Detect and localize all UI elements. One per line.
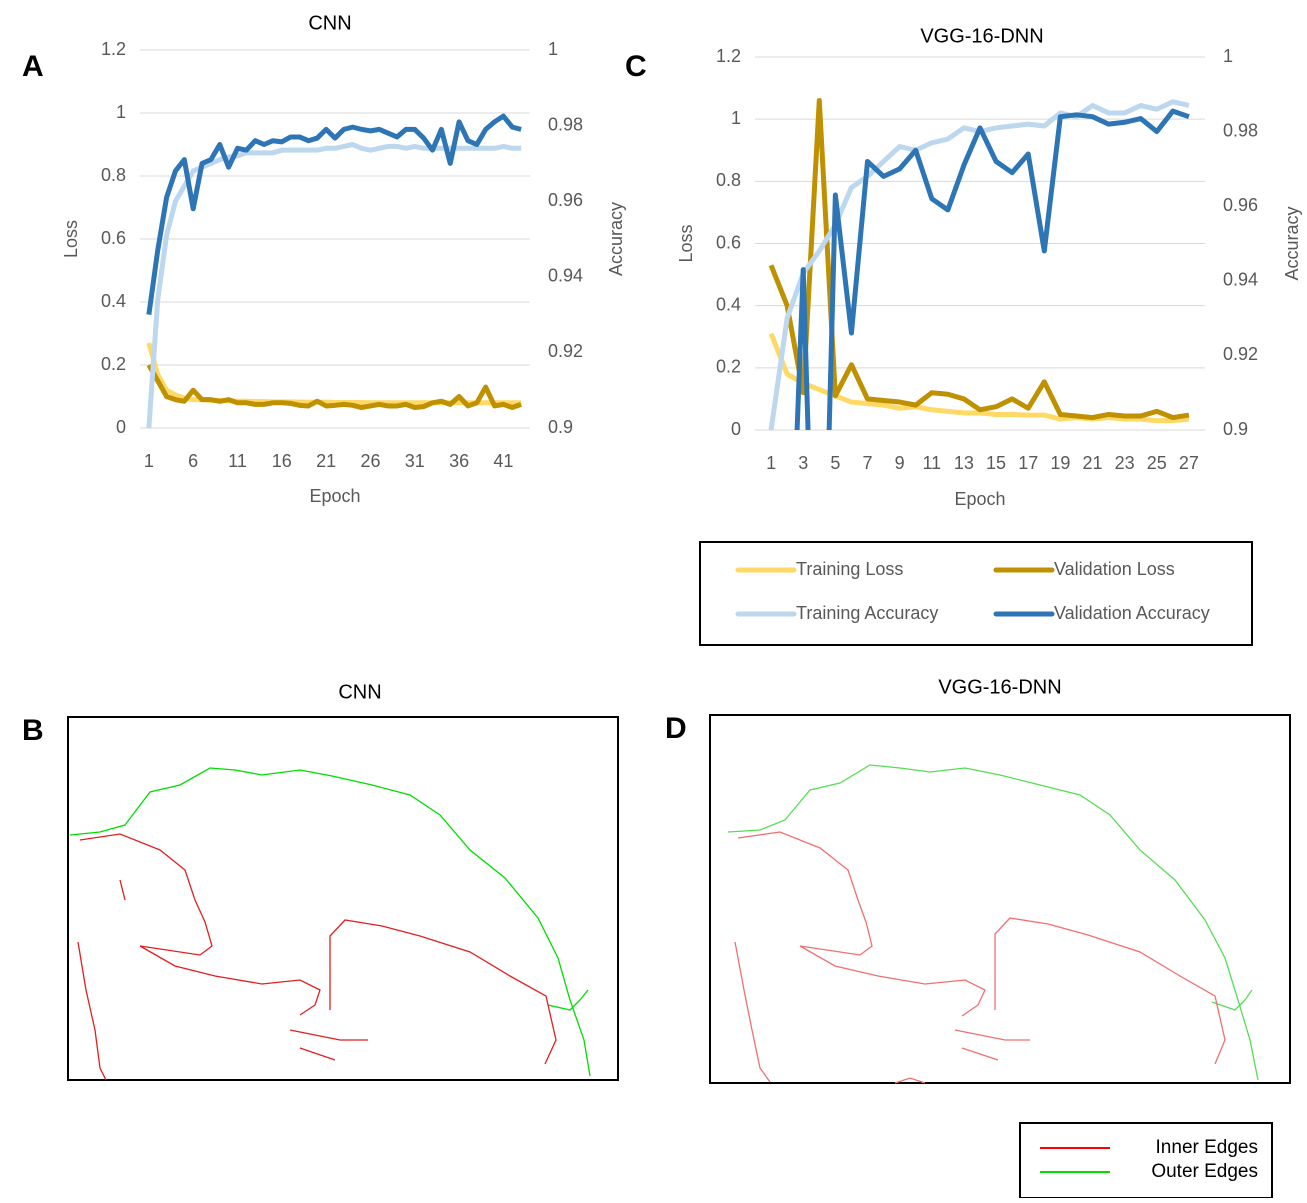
edge-legend-box: [1019, 1122, 1273, 1199]
edge-legend-label: Inner Edges: [1156, 1137, 1258, 1158]
x-tick-label: 36: [449, 451, 469, 471]
series-line: [146, 342, 522, 406]
x-tick-label: 13: [954, 453, 974, 473]
y2-tick-label: 0.92: [1223, 344, 1258, 364]
y2-tick-label: 0.96: [548, 190, 583, 210]
series-line: [768, 332, 1190, 424]
y2-tick-label: 0.98: [1223, 120, 1258, 140]
y-tick-label: 0.4: [716, 294, 741, 314]
x-tick-label: 21: [1082, 453, 1102, 473]
y2-tick-label: 0.94: [548, 266, 583, 286]
y2-tick-label: 0.94: [1223, 270, 1258, 290]
y2-tick-label: 0.96: [1223, 195, 1258, 215]
image-title: CNN: [338, 681, 381, 703]
y-tick-label: 1: [731, 108, 741, 128]
edge-image: [67, 716, 619, 1081]
panel-label: B: [22, 714, 44, 747]
y-tick-label: 1.2: [716, 46, 741, 66]
x-tick-label: 5: [830, 453, 840, 473]
x-tick-label: 7: [862, 453, 872, 473]
x-tick-label: 17: [1018, 453, 1038, 473]
series-line: [146, 113, 522, 315]
y2-tick-label: 0.92: [548, 341, 583, 361]
y-tick-label: 0.2: [716, 357, 741, 377]
y2-axis-label: Accuracy: [1282, 206, 1302, 280]
panel-label: A: [22, 50, 44, 83]
x-tick-label: 3: [798, 453, 808, 473]
y-tick-label: 0.8: [716, 170, 741, 190]
y-tick-label: 0.6: [101, 228, 126, 248]
legend-label: Validation Loss: [1054, 559, 1175, 579]
x-tick-label: 27: [1179, 453, 1199, 473]
x-tick-label: 16: [272, 451, 292, 471]
y-tick-label: 0: [731, 419, 741, 439]
plot-area: [146, 113, 522, 428]
y-tick-label: 0.8: [101, 165, 126, 185]
x-tick-label: 25: [1147, 453, 1167, 473]
x-tick-label: 15: [986, 453, 1006, 473]
y2-tick-label: 1: [548, 39, 558, 59]
y2-axis-label: Accuracy: [606, 202, 626, 276]
y-tick-label: 0.4: [101, 291, 126, 311]
x-tick-label: 6: [188, 451, 198, 471]
legend-label: Validation Accuracy: [1054, 603, 1210, 623]
x-tick-label: 11: [228, 451, 247, 471]
y-tick-label: 0.2: [101, 354, 126, 374]
series-line: [768, 98, 1190, 421]
y2-tick-label: 0.9: [548, 417, 573, 437]
y-axis-label: Loss: [61, 220, 81, 258]
x-tick-label: 23: [1115, 453, 1135, 473]
image-title: VGG-16-DNN: [938, 676, 1061, 698]
chart-title: VGG-16-DNN: [920, 25, 1043, 47]
y2-tick-label: 0.98: [548, 114, 583, 134]
edge-legend-label: Outer Edges: [1151, 1161, 1258, 1182]
legend-label: Training Loss: [796, 559, 903, 579]
chart-title: CNN: [308, 12, 351, 34]
x-tick-label: 41: [493, 451, 513, 471]
x-tick-label: 1: [766, 453, 776, 473]
edge-image: [709, 714, 1291, 1084]
x-tick-label: 19: [1050, 453, 1070, 473]
x-tick-label: 31: [405, 451, 425, 471]
plot-area: [768, 98, 1190, 430]
y2-tick-label: 1: [1223, 46, 1233, 66]
series-line: [794, 108, 1190, 430]
x-tick-label: 11: [922, 453, 941, 473]
legend-box: [699, 541, 1253, 646]
y-tick-label: 1: [116, 102, 126, 122]
x-tick-label: 9: [895, 453, 905, 473]
y-tick-label: 0: [116, 417, 126, 437]
x-tick-label: 26: [360, 451, 380, 471]
x-tick-label: 1: [144, 451, 154, 471]
panel-label: D: [665, 712, 687, 745]
series-line: [146, 142, 522, 428]
y-axis-label: Loss: [676, 224, 696, 262]
y-tick-label: 0.6: [716, 232, 741, 252]
y-tick-label: 1.2: [101, 39, 126, 59]
panel-label: C: [625, 50, 647, 83]
x-axis-label: Epoch: [309, 486, 360, 506]
y2-tick-label: 0.9: [1223, 419, 1248, 439]
series-line: [146, 363, 522, 411]
legend-label: Training Accuracy: [796, 603, 938, 623]
x-axis-label: Epoch: [954, 489, 1005, 509]
x-tick-label: 21: [316, 451, 336, 471]
